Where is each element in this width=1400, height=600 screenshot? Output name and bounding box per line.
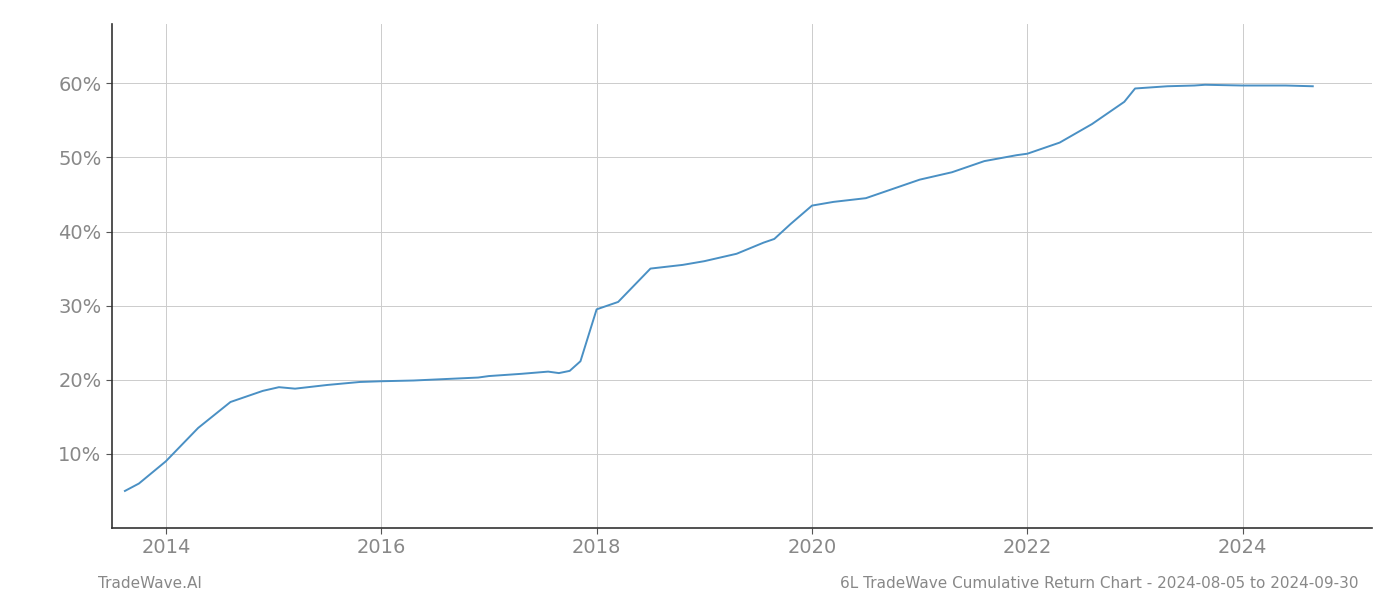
Text: TradeWave.AI: TradeWave.AI — [98, 576, 202, 591]
Text: 6L TradeWave Cumulative Return Chart - 2024-08-05 to 2024-09-30: 6L TradeWave Cumulative Return Chart - 2… — [840, 576, 1358, 591]
